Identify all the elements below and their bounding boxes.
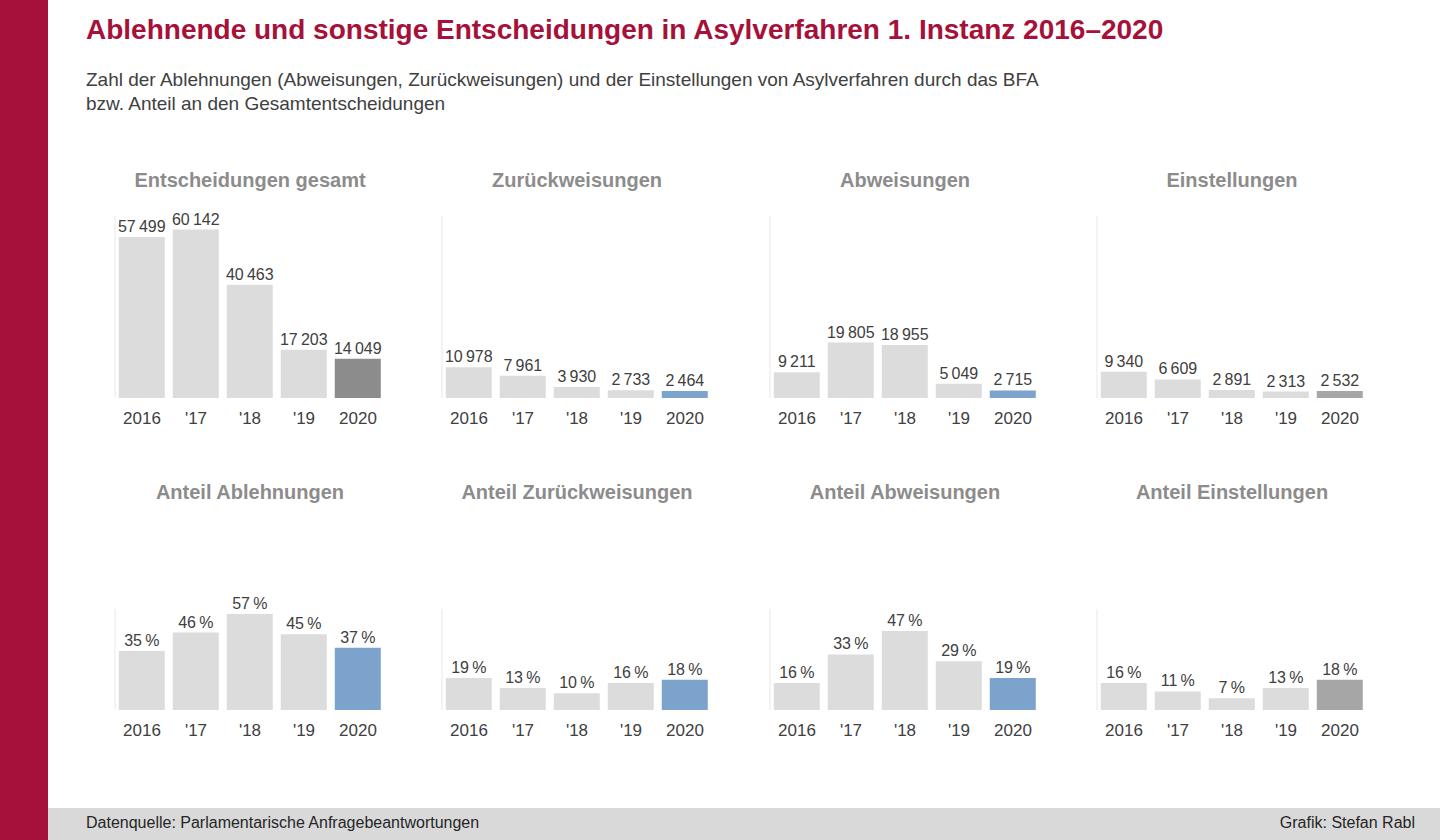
svg-text:5 049: 5 049: [939, 365, 978, 382]
svg-text:11 %: 11 %: [1161, 672, 1195, 689]
svg-text:35 %: 35 %: [124, 632, 159, 649]
svg-text:57 499: 57 499: [118, 218, 166, 235]
svg-text:16 %: 16 %: [613, 664, 648, 681]
svg-text:2016: 2016: [450, 721, 488, 740]
svg-text:18 955: 18 955: [881, 326, 929, 343]
svg-text:'19: '19: [1275, 409, 1297, 428]
html-text:Entscheidungen gesamt: Entscheidungen gesamt: [134, 169, 366, 191]
svg-text:'17: '17: [1167, 721, 1189, 740]
svg-text:29 %: 29 %: [941, 642, 976, 659]
svg-text:19 %: 19 %: [995, 659, 1030, 676]
svg-text:2020: 2020: [994, 409, 1032, 428]
svg-text:2020: 2020: [1321, 409, 1359, 428]
svg-text:2020: 2020: [1321, 721, 1359, 740]
svg-text:7 %: 7 %: [1219, 679, 1245, 696]
svg-text:2016: 2016: [1105, 409, 1143, 428]
svg-text:9 340: 9 340: [1104, 353, 1143, 370]
svg-text:19 %: 19 %: [451, 659, 486, 676]
svg-text:'18: '18: [566, 409, 588, 428]
svg-text:14 049: 14 049: [334, 340, 382, 357]
svg-text:'18: '18: [239, 721, 261, 740]
svg-text:6 609: 6 609: [1158, 360, 1197, 377]
svg-text:2 715: 2 715: [993, 371, 1032, 388]
svg-text:2020: 2020: [339, 721, 377, 740]
svg-text:2 313: 2 313: [1266, 373, 1305, 390]
svg-text:2016: 2016: [450, 409, 488, 428]
svg-text:13 %: 13 %: [505, 669, 540, 686]
html-text:Anteil Zurückweisungen: Anteil Zurückweisungen: [461, 481, 693, 503]
svg-text:19 805: 19 805: [827, 324, 875, 341]
svg-text:10 978: 10 978: [445, 348, 493, 365]
svg-text:'19: '19: [293, 721, 315, 740]
svg-text:2 532: 2 532: [1320, 372, 1359, 389]
svg-text:'17: '17: [512, 409, 534, 428]
svg-text:16 %: 16 %: [779, 664, 814, 681]
svg-text:2 891: 2 891: [1212, 371, 1251, 388]
svg-text:57 %: 57 %: [232, 595, 267, 612]
svg-text:'17: '17: [840, 409, 862, 428]
svg-text:45 %: 45 %: [286, 615, 321, 632]
svg-text:18 %: 18 %: [1322, 661, 1357, 678]
html-text:Datenquelle: Parlamentarische: Datenquelle: Parlamentarische Anfragebea…: [86, 814, 480, 831]
svg-text:2020: 2020: [666, 409, 704, 428]
svg-text:17 203: 17 203: [280, 331, 328, 348]
html-text:Grafik: Stefan Rabl: Grafik: Stefan Rabl: [1279, 814, 1415, 831]
svg-text:'17: '17: [185, 409, 207, 428]
svg-text:'18: '18: [894, 721, 916, 740]
svg-text:'17: '17: [512, 721, 534, 740]
svg-text:10 %: 10 %: [559, 674, 594, 691]
svg-text:'18: '18: [239, 409, 261, 428]
svg-text:33 %: 33 %: [833, 635, 868, 652]
svg-text:'17: '17: [185, 721, 207, 740]
svg-text:40 463: 40 463: [226, 266, 274, 283]
svg-text:13 %: 13 %: [1268, 669, 1303, 686]
svg-text:'19: '19: [620, 721, 642, 740]
html-text:Anteil Ablehnungen: Anteil Ablehnungen: [155, 481, 345, 503]
svg-text:'17: '17: [1167, 409, 1189, 428]
svg-text:47 %: 47 %: [887, 612, 922, 629]
svg-text:2020: 2020: [339, 409, 377, 428]
html-text:Zurückweisungen: Zurückweisungen: [492, 169, 662, 191]
svg-text:2016: 2016: [123, 721, 161, 740]
svg-text:'19: '19: [1275, 721, 1297, 740]
svg-text:2016: 2016: [123, 409, 161, 428]
svg-text:7 961: 7 961: [503, 357, 542, 374]
svg-text:2 464: 2 464: [665, 372, 704, 389]
html-text:Zahl der Ablehnungen (Abweisun: Zahl der Ablehnungen (Abweisungen, Zurüc…: [86, 69, 1039, 114]
svg-text:'19: '19: [293, 409, 315, 428]
svg-text:2020: 2020: [666, 721, 704, 740]
html-text:Ablehnende und sonstige Entsch: Ablehnende und sonstige Entscheidungen i…: [86, 14, 1164, 45]
html-text:Anteil Abweisungen: Anteil Abweisungen: [809, 481, 1001, 503]
html-text:Abweisungen: Abweisungen: [840, 169, 970, 191]
svg-text:60 142: 60 142: [172, 211, 220, 228]
svg-text:'19: '19: [620, 409, 642, 428]
svg-text:3 930: 3 930: [557, 368, 596, 385]
svg-text:'19: '19: [948, 409, 970, 428]
svg-text:16 %: 16 %: [1106, 664, 1141, 681]
svg-text:'19: '19: [948, 721, 970, 740]
svg-text:18 %: 18 %: [667, 661, 702, 678]
svg-text:46 %: 46 %: [178, 614, 213, 631]
svg-text:'17: '17: [840, 721, 862, 740]
html-text:Einstellungen: Einstellungen: [1166, 169, 1298, 191]
svg-text:2016: 2016: [778, 409, 816, 428]
svg-text:'18: '18: [566, 721, 588, 740]
svg-text:9 211: 9 211: [778, 353, 816, 370]
html-text:Anteil Einstellungen: Anteil Einstellungen: [1135, 481, 1329, 503]
svg-text:2016: 2016: [778, 721, 816, 740]
svg-text:2016: 2016: [1105, 721, 1143, 740]
svg-text:'18: '18: [1221, 409, 1243, 428]
svg-text:'18: '18: [894, 409, 916, 428]
svg-text:2 733: 2 733: [611, 371, 650, 388]
svg-text:2020: 2020: [994, 721, 1032, 740]
svg-text:37 %: 37 %: [340, 629, 375, 646]
svg-text:'18: '18: [1221, 721, 1243, 740]
